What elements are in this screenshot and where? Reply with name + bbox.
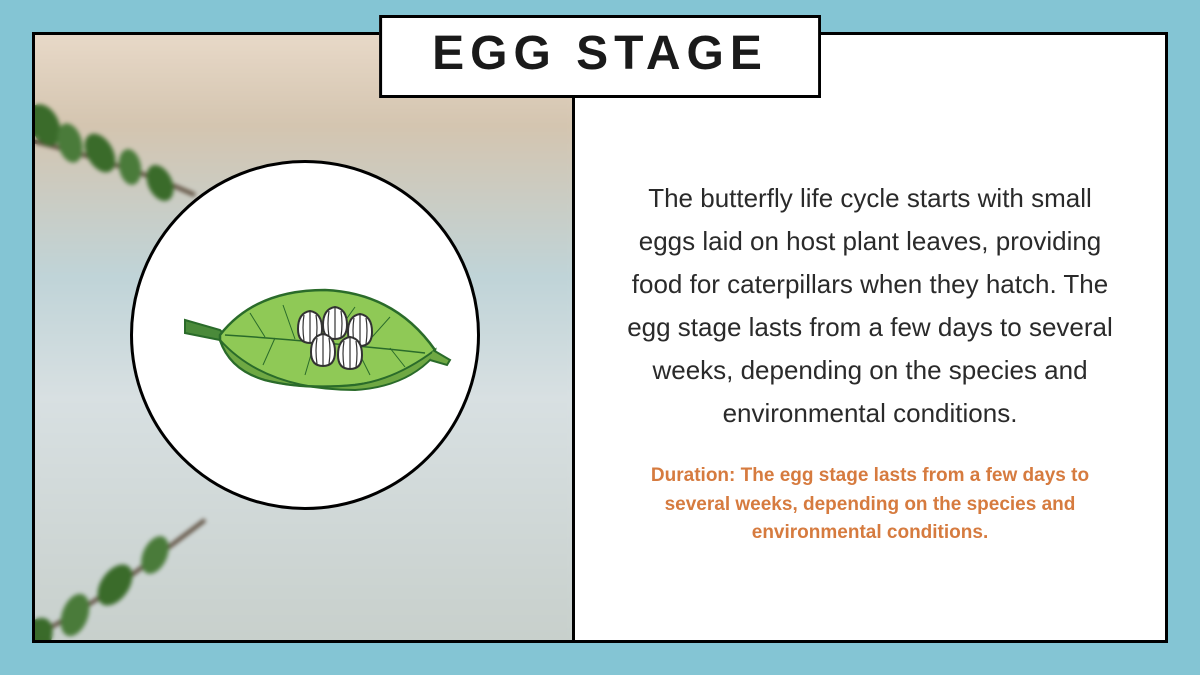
illustration-circle [130, 160, 480, 510]
leaf-eggs-icon [155, 205, 455, 465]
title-box: EGG STAGE [379, 15, 821, 98]
illustration-panel [35, 35, 575, 640]
text-panel: The butterfly life cycle starts with sma… [575, 35, 1165, 640]
duration-text: Duration: The egg stage lasts from a few… [625, 462, 1115, 548]
content-box: EGG STAGE [32, 32, 1168, 643]
body-text: The butterfly life cycle starts with sma… [625, 177, 1115, 434]
outer-frame: EGG STAGE [0, 0, 1200, 675]
page-title: EGG STAGE [432, 26, 768, 81]
